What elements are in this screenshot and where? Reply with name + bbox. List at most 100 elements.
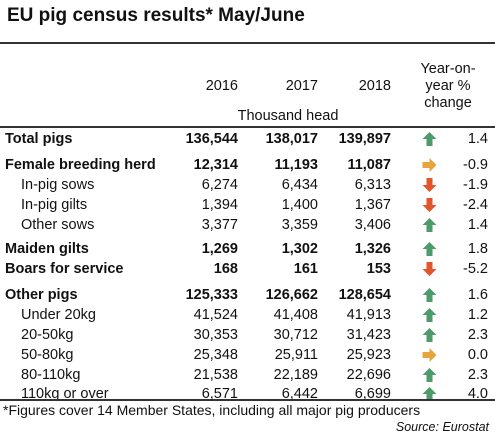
- value-2018: 139,897: [338, 131, 391, 147]
- value-2016: 6,571: [201, 386, 238, 402]
- change-header-line-2: year %: [425, 78, 471, 94]
- year-header-2017: 2017: [285, 78, 318, 94]
- right-arrow-icon: [421, 157, 438, 173]
- table-row: Other pigs 125,333 126,662 128,654 1.6: [0, 286, 495, 306]
- change-value: 0.0: [467, 347, 488, 363]
- value-2017: 1,400: [281, 197, 318, 213]
- row-label: 110kg or over: [21, 386, 109, 402]
- bottom-rule: [0, 399, 495, 401]
- up-arrow-icon: [421, 307, 438, 323]
- value-2018: 6,313: [354, 177, 391, 193]
- value-2017: 41,408: [273, 307, 318, 323]
- change-value: 2.3: [467, 367, 488, 383]
- value-2016: 21,538: [193, 367, 238, 383]
- change-value: -2.4: [463, 197, 488, 213]
- row-label: In-pig gilts: [21, 197, 88, 213]
- change-value: -1.9: [463, 177, 488, 193]
- source-note: Source: Eurostat: [395, 420, 489, 434]
- value-2017: 25,911: [274, 347, 318, 363]
- right-arrow-icon: [421, 347, 438, 363]
- value-2017: 30,712: [273, 327, 318, 343]
- up-arrow-icon: [421, 327, 438, 343]
- top-rule: [0, 42, 495, 44]
- value-2017: 22,189: [273, 367, 318, 383]
- row-label: Other sows: [21, 217, 95, 233]
- table-row: Boars for service 168 161 153 -5.2: [0, 260, 495, 280]
- header-rule: [0, 126, 495, 128]
- value-2017: 6,434: [281, 177, 318, 193]
- table-row: Female breeding herd 12,314 11,193 11,087 -0…: [0, 156, 495, 176]
- value-2017: 126,662: [265, 287, 318, 303]
- value-2016: 12,314: [193, 157, 238, 173]
- up-arrow-icon: [421, 131, 438, 147]
- value-2018: 128,654: [338, 287, 391, 303]
- change-value: 1.2: [467, 307, 488, 323]
- value-2017: 3,359: [281, 217, 318, 233]
- value-2018: 31,423: [346, 327, 391, 343]
- value-2018: 22,696: [346, 367, 391, 383]
- value-2018: 1,367: [354, 197, 391, 213]
- change-value: 2.3: [467, 327, 488, 343]
- change-value: 1.4: [467, 217, 488, 233]
- table-row: Maiden gilts 1,269 1,302 1,326 1.8: [0, 240, 495, 260]
- up-arrow-icon: [421, 367, 438, 383]
- row-label: Female breeding herd: [5, 157, 156, 173]
- value-2018: 11,087: [347, 157, 391, 173]
- row-label: Other pigs: [5, 287, 78, 303]
- value-2017: 138,017: [265, 131, 318, 147]
- row-label: In-pig sows: [21, 177, 95, 193]
- table-row: Under 20kg 41,524 41,408 41,913 1.2: [0, 306, 495, 326]
- up-arrow-icon: [421, 386, 438, 402]
- value-2018: 1,326: [354, 241, 391, 257]
- up-arrow-icon: [421, 217, 438, 233]
- value-2016: 30,353: [193, 327, 238, 343]
- value-2016: 1,269: [201, 241, 238, 257]
- value-2016: 1,394: [201, 197, 238, 213]
- row-label: 50-80kg: [21, 347, 74, 363]
- footnote: *Figures cover 14 Member States, includi…: [3, 402, 421, 418]
- value-2017: 161: [293, 261, 318, 277]
- down-arrow-icon: [421, 261, 438, 277]
- up-arrow-icon: [421, 241, 438, 257]
- change-value: 1.8: [467, 241, 488, 257]
- value-2016: 41,524: [193, 307, 238, 323]
- value-2016: 25,348: [193, 347, 238, 363]
- value-2016: 125,333: [185, 287, 238, 303]
- value-2016: 136,544: [185, 131, 238, 147]
- change-header-line-3: change: [424, 95, 472, 111]
- year-header-2018: 2018: [358, 78, 391, 94]
- table-row: Total pigs 136,544 138,017 139,897 1.4: [0, 130, 495, 150]
- value-2017: 6,442: [281, 386, 318, 402]
- row-label: 20-50kg: [21, 327, 74, 343]
- value-2018: 25,923: [346, 347, 391, 363]
- table-row: 20-50kg 30,353 30,712 31,423 2.3: [0, 326, 495, 346]
- row-label: 80-110kg: [21, 367, 81, 383]
- row-label: Total pigs: [5, 131, 73, 147]
- table-row: In-pig gilts 1,394 1,400 1,367 -2.4: [0, 196, 495, 216]
- change-header-line-1: Year-on-: [420, 61, 476, 77]
- up-arrow-icon: [421, 287, 438, 303]
- value-2018: 3,406: [354, 217, 391, 233]
- table-title: EU pig census results* May/June: [7, 5, 305, 26]
- value-2016: 3,377: [201, 217, 238, 233]
- change-header: Year-on- year % change: [403, 61, 493, 112]
- change-value: 1.4: [467, 131, 488, 147]
- row-label: Under 20kg: [21, 307, 96, 323]
- down-arrow-icon: [421, 197, 438, 213]
- change-value: -5.2: [463, 261, 488, 277]
- value-2018: 6,699: [354, 386, 391, 402]
- value-2016: 6,274: [201, 177, 238, 193]
- value-2016: 168: [213, 261, 238, 277]
- value-2018: 153: [366, 261, 391, 277]
- change-value: 1.6: [467, 287, 488, 303]
- change-value: 4.0: [467, 386, 488, 402]
- table-row: 50-80kg 25,348 25,911 25,923 0.0: [0, 346, 495, 366]
- table-row: 110kg or over 6,571 6,442 6,699 4.0: [0, 385, 495, 405]
- value-2017: 11,193: [274, 157, 318, 173]
- value-2017: 1,302: [281, 241, 318, 257]
- units-header: Thousand head: [237, 108, 339, 124]
- year-header-2016: 2016: [205, 78, 238, 94]
- row-label: Maiden gilts: [5, 241, 89, 257]
- table-row: Other sows 3,377 3,359 3,406 1.4: [0, 216, 495, 236]
- row-label: Boars for service: [5, 261, 124, 277]
